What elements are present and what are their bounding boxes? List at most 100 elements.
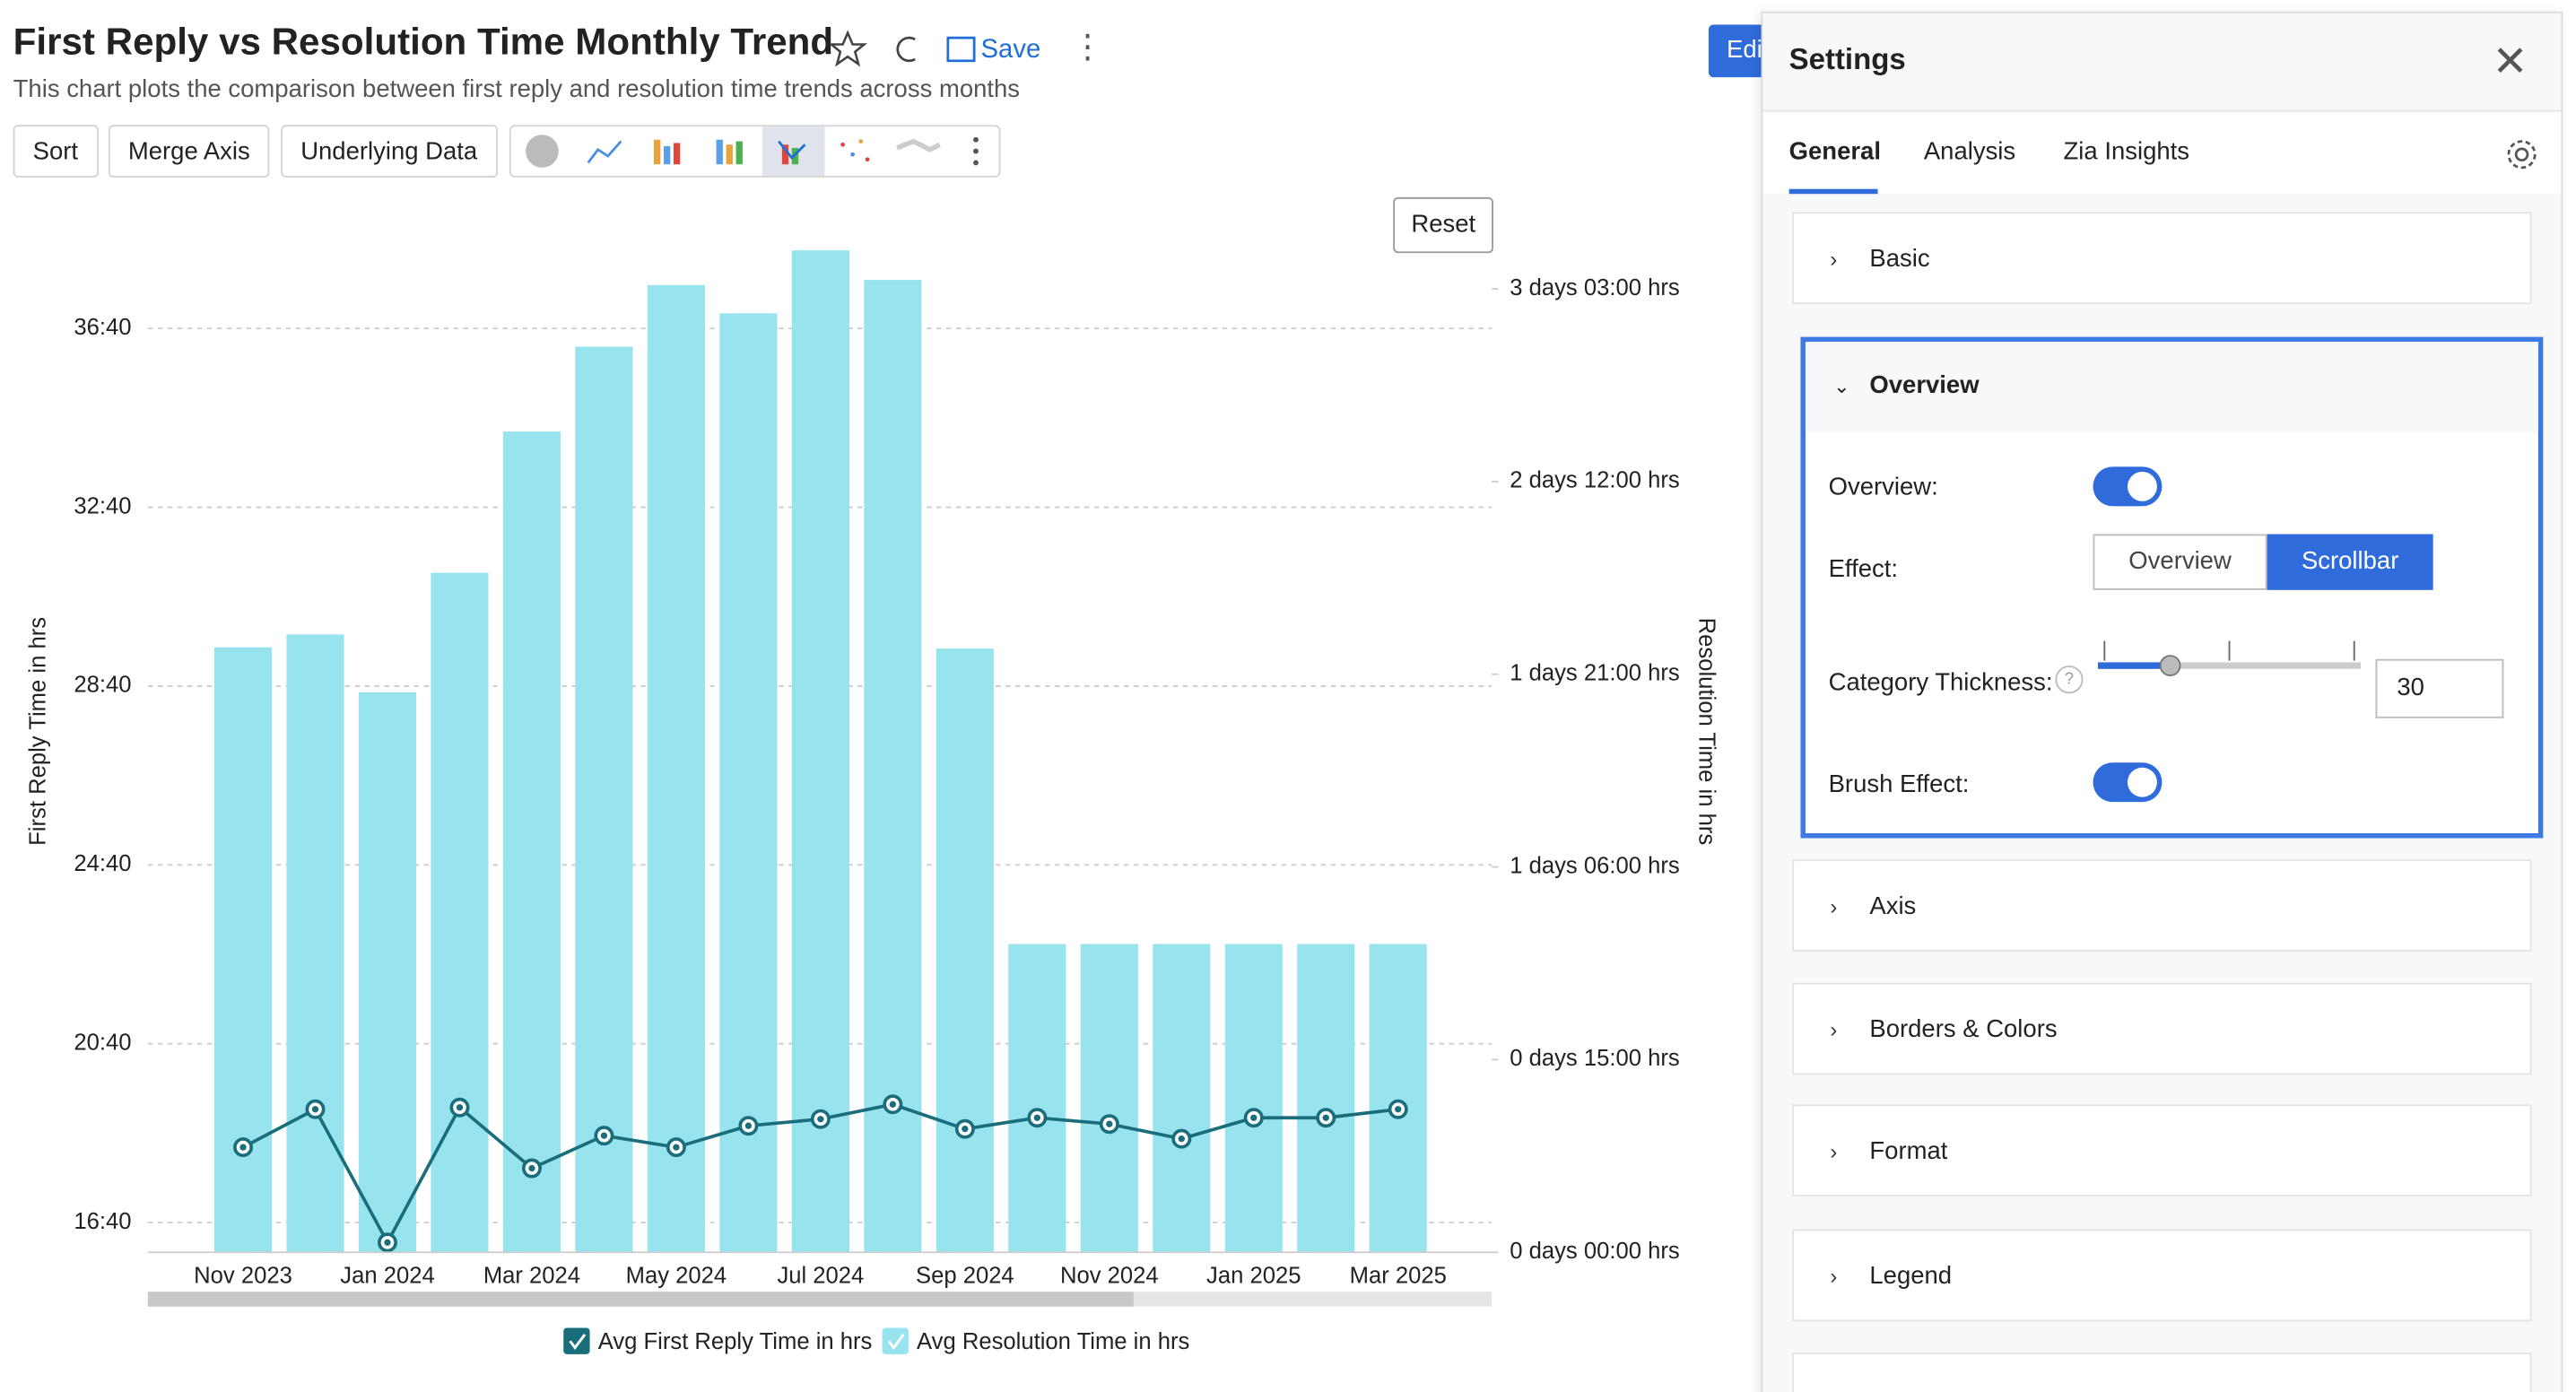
- x-tick-label: Jan 2025: [1206, 1263, 1301, 1288]
- section[interactable]: › Format: [1792, 1104, 2532, 1196]
- overview-toggle[interactable]: [2093, 466, 2163, 507]
- line-marker-dot: [1395, 1106, 1402, 1113]
- y2-tick-label: 0 days 00:00 hrs: [1510, 1239, 1679, 1264]
- line-marker-dot: [1106, 1120, 1113, 1127]
- x-tick-label: Sep 2024: [916, 1263, 1014, 1288]
- bar: [1153, 944, 1211, 1253]
- legend-item[interactable]: Avg Resolution Time in hrs: [882, 1327, 1190, 1354]
- line-marker-dot: [384, 1239, 391, 1246]
- bar: [1297, 944, 1355, 1253]
- section[interactable]: › Legend: [1792, 1229, 2532, 1322]
- section-label: Borders & Colors: [1869, 1015, 2058, 1044]
- brush-toggle[interactable]: [2093, 762, 2163, 803]
- line-marker-dot: [239, 1144, 247, 1151]
- close-button[interactable]: ✕: [2492, 36, 2528, 86]
- section-label: Basic: [1869, 245, 1930, 274]
- bar: [647, 284, 705, 1253]
- reset-button[interactable]: Reset: [1393, 196, 1494, 254]
- bar: [431, 572, 489, 1253]
- x-tick-label: May 2024: [626, 1263, 727, 1288]
- section[interactable]: › Axis: [1792, 859, 2532, 952]
- bar: [1080, 944, 1138, 1253]
- y2-tick-label: 1 days 06:00 hrs: [1510, 853, 1679, 878]
- x-tick-label: Nov 2023: [194, 1263, 292, 1288]
- y-tick-label: 24:40: [74, 851, 131, 876]
- effect-option[interactable]: Overview: [2093, 534, 2267, 590]
- favorite-icon[interactable]: [829, 30, 868, 67]
- header-icons: [829, 30, 976, 67]
- y-tick-label: 36:40: [74, 315, 131, 340]
- bar: [575, 346, 633, 1253]
- section-label: Axis: [1869, 892, 1917, 921]
- line-marker-dot: [1178, 1135, 1185, 1143]
- overview-section: ⌄ Overview Overview: Effect: Overview Sc…: [1800, 336, 2544, 839]
- line-marker-dot: [528, 1164, 535, 1172]
- gear-icon[interactable]: [2502, 135, 2542, 174]
- chart: 16:40 20:40 24:40 28:40 32:40 36:40 0 days 00:…: [26, 250, 1719, 1354]
- legend-label: Avg Resolution Time in hrs: [917, 1329, 1189, 1354]
- x-tick-label: Nov 2024: [1060, 1263, 1159, 1288]
- line-marker-dot: [311, 1106, 319, 1113]
- line-marker-dot: [744, 1122, 753, 1129]
- merge-axis-button[interactable]: Merge Axis: [108, 125, 270, 178]
- combo-icon[interactable]: [778, 140, 806, 165]
- line-marker-dot: [600, 1132, 608, 1139]
- bar: [1224, 944, 1283, 1253]
- bar: [719, 313, 778, 1253]
- y2-axis-title: Resolution Time in hrs: [1693, 618, 1719, 846]
- tab[interactable]: General: [1788, 137, 1881, 167]
- stacked-icon[interactable]: [716, 139, 743, 165]
- settings-panel: Settings ✕ General Analysis Zia Insights…: [1761, 11, 2563, 1392]
- save-icon[interactable]: [946, 36, 976, 63]
- thickness-slider[interactable]: [2094, 631, 2367, 691]
- map-icon[interactable]: [896, 138, 941, 152]
- tab[interactable]: Analysis: [1923, 137, 2016, 167]
- chart-title: First Reply vs Resolution Time Monthly T…: [13, 19, 834, 63]
- field-label: Category Thickness:: [1828, 668, 2053, 697]
- underlying-data-button[interactable]: Underlying Data: [281, 125, 498, 178]
- section-label[interactable]: Overview: [1869, 371, 1980, 400]
- section[interactable]: [1792, 1353, 2532, 1392]
- bar: [1008, 944, 1066, 1253]
- bar: [358, 692, 417, 1253]
- bar: [213, 647, 273, 1253]
- save-button[interactable]: Save: [980, 36, 1041, 65]
- x-tick-label: Jan 2024: [340, 1263, 434, 1288]
- line-marker-dot: [962, 1126, 969, 1133]
- y2-tick-label: 0 days 15:00 hrs: [1510, 1046, 1679, 1071]
- line-icon[interactable]: [587, 140, 622, 164]
- line-marker-dot: [456, 1104, 464, 1111]
- legend-swatch: [882, 1327, 909, 1354]
- y2-tick-label: 1 days 21:00 hrs: [1510, 661, 1679, 686]
- scrollbar-thumb[interactable]: [147, 1292, 1134, 1307]
- y-tick-label: 20:40: [74, 1030, 131, 1055]
- bar: [864, 280, 922, 1253]
- section[interactable]: › Borders & Colors: [1792, 982, 2532, 1075]
- thickness-input[interactable]: 30: [2375, 658, 2504, 718]
- refresh-icon[interactable]: [896, 36, 916, 63]
- y2-tick-label: 2 days 12:00 hrs: [1510, 468, 1679, 493]
- legend-check: [887, 1333, 905, 1350]
- bar: [286, 634, 344, 1253]
- y-tick-label: 28:40: [74, 673, 131, 698]
- bar: [936, 648, 994, 1253]
- field-label: Overview:: [1828, 473, 1938, 501]
- y-tick-label: 32:40: [74, 493, 131, 518]
- chart-subtitle: This chart plots the comparison between …: [13, 75, 1021, 104]
- line-marker-dot: [1322, 1114, 1329, 1121]
- line-marker-dot: [889, 1101, 897, 1108]
- field-label: Effect:: [1828, 555, 1898, 584]
- effect-option[interactable]: Scrollbar: [2267, 534, 2433, 590]
- tab[interactable]: Zia Insights: [2063, 137, 2190, 167]
- more-menu[interactable]: ⋮: [1071, 29, 1104, 66]
- pie-icon[interactable]: [526, 135, 559, 168]
- y-tick-label: 16:40: [74, 1209, 131, 1234]
- bar-icon[interactable]: [653, 139, 681, 165]
- section[interactable]: › Basic: [1792, 212, 2532, 304]
- scatter-icon[interactable]: [840, 139, 870, 162]
- sort-button[interactable]: Sort: [13, 125, 99, 178]
- section-label: Legend: [1869, 1262, 1953, 1291]
- legend-swatch: [563, 1327, 590, 1354]
- legend-item[interactable]: Avg First Reply Time in hrs: [563, 1327, 872, 1354]
